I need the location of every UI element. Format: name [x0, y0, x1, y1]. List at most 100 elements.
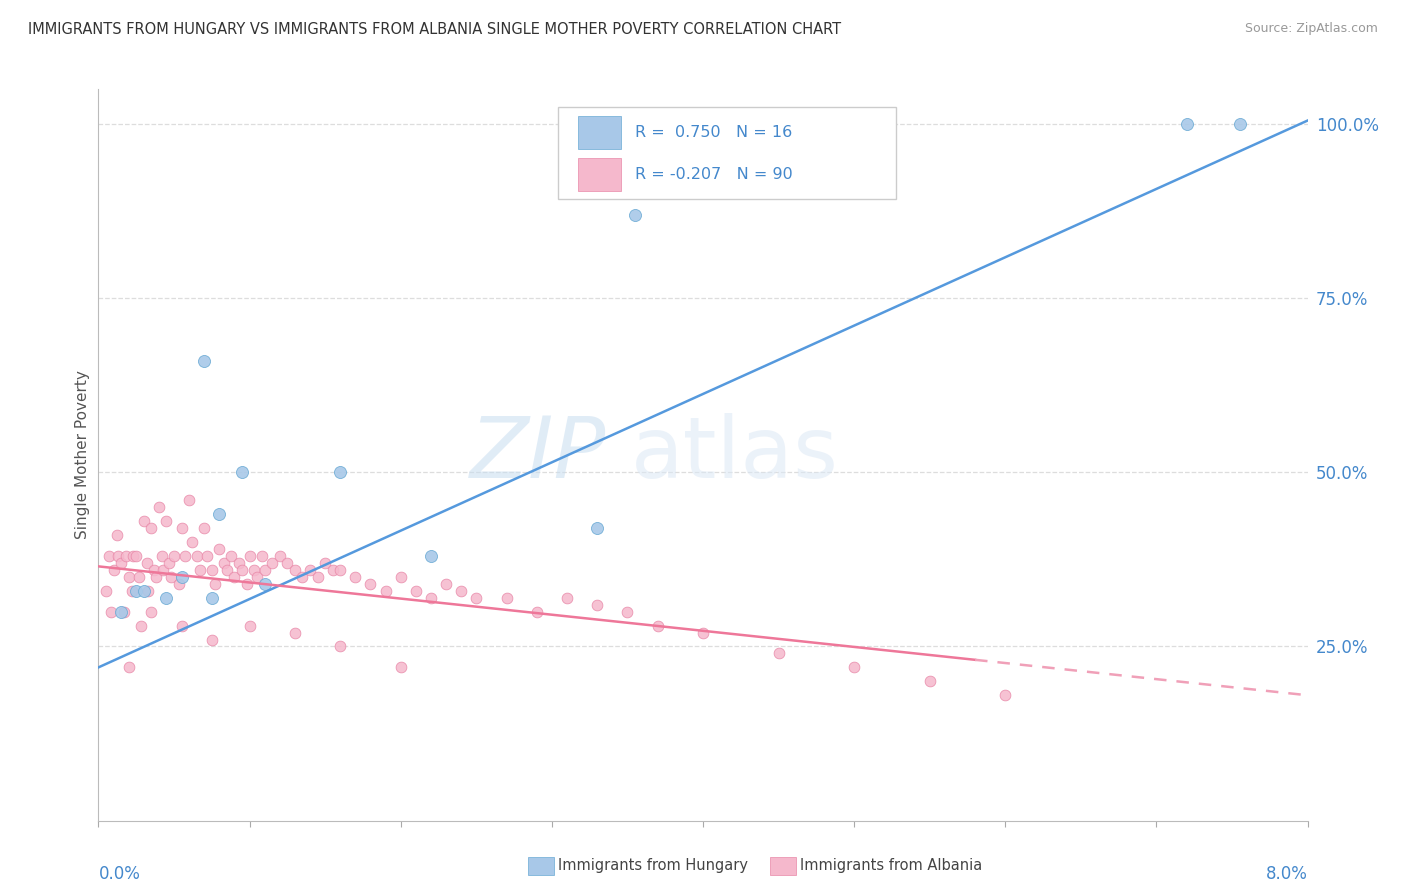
Point	[204, 576, 226, 591]
Point	[150, 549, 173, 563]
Point	[228, 556, 250, 570]
Point	[276, 556, 298, 570]
Text: ZIP: ZIP	[470, 413, 606, 497]
Text: atlas: atlas	[630, 413, 838, 497]
Point	[389, 660, 412, 674]
Point	[243, 563, 266, 577]
Point	[231, 466, 253, 480]
Point	[193, 521, 215, 535]
Point	[159, 556, 181, 570]
Point	[170, 570, 193, 584]
Point	[239, 549, 262, 563]
Point	[201, 632, 224, 647]
Bar	[527, 857, 554, 876]
Point	[246, 570, 269, 584]
Point	[128, 570, 150, 584]
Point	[179, 493, 201, 508]
Text: R = -0.207   N = 90: R = -0.207 N = 90	[636, 167, 793, 182]
Point	[284, 563, 307, 577]
Point	[110, 556, 132, 570]
Point	[170, 521, 193, 535]
Point	[434, 576, 457, 591]
Point	[768, 647, 790, 661]
Point	[1175, 117, 1198, 131]
Point	[201, 591, 224, 605]
Bar	[578, 158, 621, 191]
Point	[647, 618, 669, 632]
Point	[118, 570, 141, 584]
Point	[141, 521, 163, 535]
Text: Source: ZipAtlas.com: Source: ZipAtlas.com	[1244, 22, 1378, 36]
Point	[253, 563, 276, 577]
Point	[250, 549, 273, 563]
Text: Immigrants from Hungary: Immigrants from Hungary	[558, 858, 748, 873]
Point	[105, 528, 128, 542]
Point	[98, 549, 121, 563]
Text: 0.0%: 0.0%	[98, 864, 141, 882]
Point	[163, 549, 186, 563]
Text: R =  0.750   N = 16: R = 0.750 N = 16	[636, 125, 793, 140]
Point	[181, 535, 204, 549]
Point	[152, 563, 174, 577]
Text: 8.0%: 8.0%	[1265, 864, 1308, 882]
Point	[344, 570, 367, 584]
Point	[212, 556, 235, 570]
Point	[118, 660, 141, 674]
Point	[360, 576, 382, 591]
Point	[112, 605, 135, 619]
Point	[616, 605, 638, 619]
Point	[145, 570, 167, 584]
Text: IMMIGRANTS FROM HUNGARY VS IMMIGRANTS FROM ALBANIA SINGLE MOTHER POVERTY CORRELA: IMMIGRANTS FROM HUNGARY VS IMMIGRANTS FR…	[28, 22, 841, 37]
Point	[208, 507, 231, 521]
Point	[167, 576, 190, 591]
Point	[110, 605, 132, 619]
Point	[136, 583, 159, 598]
Point	[420, 591, 443, 605]
Point	[221, 549, 243, 563]
Point	[135, 556, 157, 570]
Point	[114, 549, 136, 563]
Point	[173, 549, 195, 563]
Point	[148, 500, 170, 515]
Point	[201, 563, 224, 577]
Text: Immigrants from Albania: Immigrants from Albania	[800, 858, 981, 873]
Bar	[578, 116, 621, 149]
Point	[193, 354, 215, 368]
Point	[141, 605, 163, 619]
Point	[121, 583, 143, 598]
Point	[107, 549, 129, 563]
Point	[160, 570, 183, 584]
Point	[586, 598, 609, 612]
Point	[314, 556, 336, 570]
Point	[918, 674, 941, 689]
Point	[692, 625, 714, 640]
Point	[291, 570, 314, 584]
Point	[405, 583, 427, 598]
Point	[994, 688, 1017, 702]
Point	[844, 660, 866, 674]
Point	[215, 563, 238, 577]
Point	[495, 591, 517, 605]
Point	[208, 541, 231, 556]
Point	[188, 563, 211, 577]
Bar	[769, 857, 796, 876]
Point	[125, 583, 148, 598]
Point	[143, 563, 166, 577]
Point	[224, 570, 246, 584]
Point	[586, 521, 609, 535]
Point	[299, 563, 322, 577]
Point	[329, 563, 352, 577]
Point	[94, 583, 117, 598]
Point	[231, 563, 253, 577]
Point	[132, 583, 155, 598]
Point	[100, 605, 122, 619]
Point	[389, 570, 412, 584]
Point	[186, 549, 208, 563]
Point	[262, 556, 284, 570]
Point	[125, 549, 148, 563]
Point	[322, 563, 344, 577]
Point	[103, 563, 125, 577]
Point	[465, 591, 488, 605]
Point	[235, 576, 257, 591]
Point	[1229, 117, 1251, 131]
